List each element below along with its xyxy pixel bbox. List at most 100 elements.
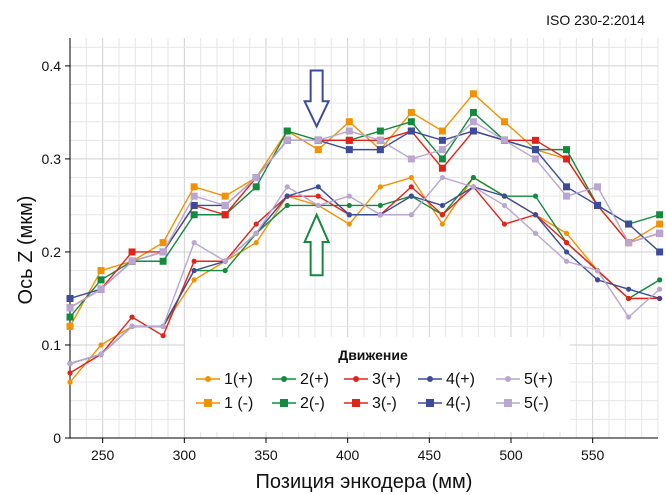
y-tick-label: 0.4 (42, 58, 62, 74)
data-point (532, 212, 539, 218)
data-point (438, 155, 446, 163)
y-axis-title: Ось Z (мкм) (15, 196, 37, 305)
data-point (563, 258, 570, 264)
data-point (407, 155, 415, 163)
data-point (501, 221, 508, 227)
legend-label: 2(-) (300, 395, 325, 412)
series-10 (66, 118, 664, 312)
data-point (438, 136, 446, 144)
data-point (253, 230, 259, 236)
data-point (408, 174, 414, 181)
series-line (69, 130, 661, 300)
data-point (221, 211, 229, 219)
data-point (626, 314, 632, 320)
data-point (159, 257, 167, 265)
data-point (532, 146, 539, 154)
data-point (97, 267, 105, 275)
data-point (314, 136, 322, 144)
series-6 (66, 90, 664, 330)
data-point (190, 192, 198, 200)
data-point (191, 240, 197, 246)
data-point (625, 239, 633, 247)
x-axis-title: Позиция энкодера (мм) (256, 471, 473, 493)
data-point (563, 183, 571, 191)
data-point (500, 136, 508, 144)
data-point (315, 202, 321, 209)
data-point (159, 239, 167, 247)
data-point (563, 146, 571, 154)
data-point (532, 155, 539, 163)
data-point (656, 211, 664, 219)
data-point (66, 294, 74, 302)
data-point (376, 146, 384, 154)
data-point (501, 193, 508, 199)
data-point (253, 221, 259, 227)
data-point (98, 351, 104, 357)
data-point (128, 257, 136, 265)
legend-swatch-marker (427, 376, 433, 382)
legend-label: 3(+) (372, 371, 401, 388)
data-point (407, 108, 415, 116)
data-point (346, 193, 352, 199)
data-point (191, 277, 197, 283)
legend-entry: 1(+) (196, 371, 253, 388)
data-point (252, 183, 260, 191)
y-tick-label: 0.1 (42, 337, 62, 353)
x-tick-label: 500 (499, 447, 523, 463)
data-point (657, 277, 663, 283)
data-point (563, 249, 570, 255)
data-point (345, 127, 353, 135)
standard-label: ISO 230-2:2014 (546, 12, 645, 28)
data-point (190, 211, 198, 219)
legend-swatch-marker (505, 376, 511, 382)
data-point (253, 240, 259, 246)
data-point (222, 258, 228, 264)
arrow-up-icon (303, 212, 331, 277)
data-point (222, 267, 228, 274)
data-point (563, 230, 570, 236)
legend-swatch-marker (504, 399, 512, 407)
data-point (470, 184, 477, 190)
legend-entry: 4(+) (418, 371, 475, 388)
data-point (626, 286, 632, 292)
data-point (469, 108, 477, 116)
data-point (470, 174, 477, 181)
annotations (303, 69, 331, 277)
data-point (408, 212, 414, 218)
legend-label: 1 (-) (224, 395, 253, 412)
legend-swatch-marker (280, 399, 288, 407)
data-point (345, 146, 353, 154)
x-tick-label: 450 (418, 447, 442, 463)
legend-background (185, 337, 570, 432)
data-point (284, 193, 290, 199)
data-point (657, 295, 663, 302)
data-point (159, 248, 167, 256)
data-point (563, 192, 571, 200)
legend-entry: 2(-) (272, 395, 325, 412)
data-point (532, 230, 539, 236)
data-point (284, 184, 290, 190)
data-point (439, 212, 445, 218)
data-point (438, 164, 446, 172)
data-point (67, 370, 73, 376)
data-point (501, 202, 508, 209)
data-point (594, 183, 602, 191)
data-point (469, 90, 477, 98)
data-point (500, 118, 508, 126)
data-point (439, 221, 445, 227)
y-tick-label: 0.2 (42, 244, 62, 260)
data-point (469, 118, 477, 126)
legend-swatch-marker (281, 376, 287, 382)
x-tick-label: 400 (336, 447, 360, 463)
data-point (66, 322, 74, 330)
data-point (656, 229, 664, 237)
data-point (345, 136, 353, 144)
data-point (190, 183, 198, 191)
data-point (407, 127, 415, 135)
data-point (563, 240, 570, 246)
data-point (345, 118, 353, 126)
data-point (66, 313, 74, 321)
data-point (283, 136, 291, 144)
legend-entry: 5(+) (496, 371, 553, 388)
